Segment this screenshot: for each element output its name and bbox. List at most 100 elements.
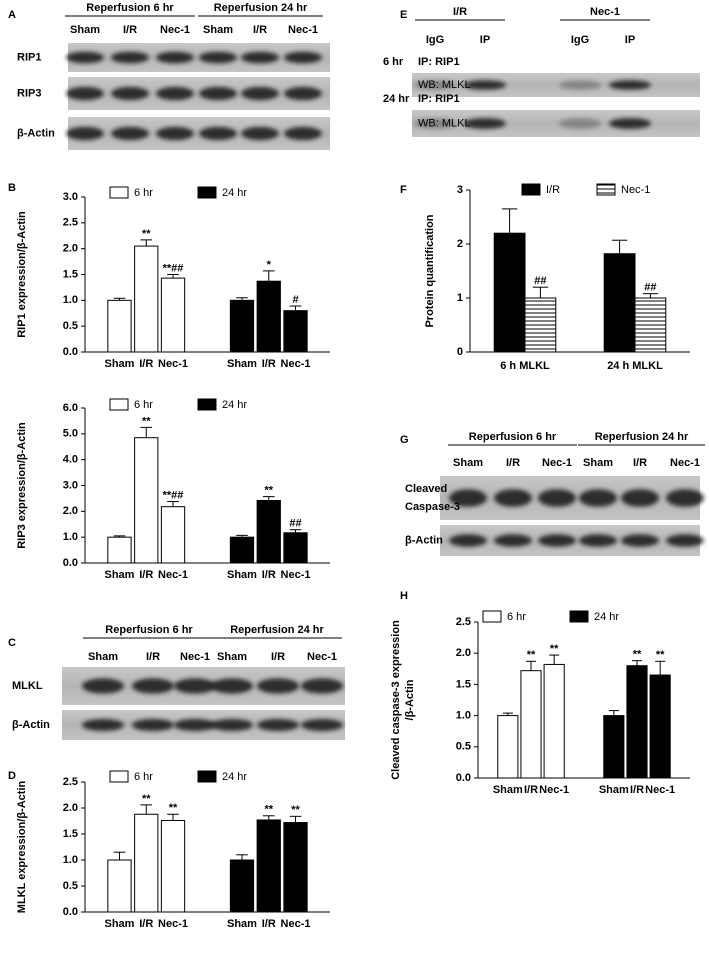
- bar: [229, 299, 255, 353]
- x-tick-label: Sham: [227, 358, 257, 370]
- blot-header: Reperfusion 24 hr: [595, 431, 689, 443]
- blot-band: [449, 534, 487, 547]
- blot-band: [241, 86, 279, 101]
- y-axis-label: /β-Actin: [404, 679, 416, 720]
- lane-label: Sham: [88, 651, 118, 663]
- x-tick-label: 6 h MLKL: [500, 360, 550, 372]
- significance-mark: **: [656, 649, 665, 661]
- blot-band: [66, 126, 104, 141]
- blot-band: [579, 489, 617, 507]
- bar: [107, 299, 132, 353]
- significance-mark: ##: [644, 282, 656, 294]
- lane-label: I/R: [633, 457, 647, 469]
- blot-band: [66, 86, 104, 101]
- row-label: MLKL: [12, 680, 43, 692]
- x-tick-label: I/R: [262, 358, 276, 370]
- bar: [134, 245, 159, 353]
- significance-mark: **##: [163, 489, 184, 501]
- x-tick-label: Sham: [227, 569, 257, 581]
- blot-band: [284, 86, 322, 101]
- bar: [634, 297, 667, 353]
- x-tick-label: Sham: [104, 358, 134, 370]
- panel-letter: D: [8, 770, 16, 782]
- y-axis-label: RIP1 expression/β-Actin: [16, 211, 28, 338]
- blot-band: [666, 534, 704, 547]
- blot-band: [156, 51, 194, 64]
- significance-mark: **: [633, 649, 642, 661]
- legend-label: 6 hr: [134, 187, 153, 199]
- bar: [283, 310, 308, 353]
- blot-band: [82, 719, 124, 731]
- lane-label: Nec-1: [288, 24, 318, 36]
- y-tick-label: 0.5: [63, 880, 78, 892]
- bar: [229, 859, 255, 913]
- bar: [134, 437, 159, 564]
- blot-band: [241, 126, 279, 141]
- blot-band: [301, 719, 343, 731]
- blot-band: [132, 719, 174, 731]
- y-axis-label: RIP3 expression/β-Actin: [16, 422, 28, 549]
- y-tick-label: 2.5: [63, 776, 78, 788]
- x-tick-label: I/R: [262, 569, 276, 581]
- x-tick-label: I/R: [139, 569, 153, 581]
- bar: [160, 277, 186, 353]
- blot-band: [609, 80, 651, 90]
- blot-band: [211, 719, 253, 731]
- y-tick-label: 1: [457, 292, 463, 304]
- row-wb: WB: MLKL: [418, 117, 471, 129]
- lane-label: I/R: [253, 24, 267, 36]
- lane-label: Nec-1: [180, 651, 210, 663]
- bar: [497, 715, 519, 779]
- significance-mark: **: [142, 415, 151, 427]
- blot-membrane: [412, 73, 700, 97]
- y-tick-label: 2: [457, 238, 463, 250]
- lane-label: I/R: [271, 651, 285, 663]
- panel-letter: B: [8, 182, 16, 194]
- bar: [107, 536, 132, 564]
- legend-swatch: [521, 183, 541, 196]
- y-tick-label: 2.0: [63, 802, 78, 814]
- significance-mark: *: [267, 259, 272, 271]
- lane-label: Sham: [583, 457, 613, 469]
- blot-band: [66, 51, 104, 64]
- significance-mark: **: [527, 649, 536, 661]
- legend-label: 6 hr: [134, 399, 153, 411]
- lane-label: Sham: [203, 24, 233, 36]
- bar: [520, 670, 542, 779]
- significance-mark: **: [550, 643, 559, 655]
- lane-label: IP: [625, 34, 635, 46]
- row-time: 24 hr: [383, 93, 410, 105]
- y-tick-label: 0.0: [63, 346, 78, 358]
- x-tick-label: Nec-1: [281, 569, 311, 581]
- row-label: β-Actin: [17, 127, 55, 139]
- blot-header: I/R: [453, 6, 467, 18]
- legend-label: 24 hr: [222, 771, 247, 783]
- blot-header: Reperfusion 24 hr: [214, 2, 308, 14]
- x-tick-label: Sham: [104, 569, 134, 581]
- significance-mark: **: [169, 802, 178, 814]
- x-tick-label: Sham: [227, 918, 257, 930]
- lane-label: IP: [480, 34, 490, 46]
- significance-mark: **: [142, 228, 151, 240]
- blot-band: [156, 126, 194, 141]
- blot-band: [199, 126, 237, 141]
- x-tick-label: Sham: [104, 918, 134, 930]
- legend-swatch: [197, 770, 217, 783]
- lane-label: I/R: [506, 457, 520, 469]
- blot-band: [559, 80, 601, 90]
- blot-header: Reperfusion 24 hr: [230, 624, 324, 636]
- y-tick-label: 2.0: [63, 505, 78, 517]
- x-tick-label: Nec-1: [645, 784, 675, 796]
- significance-mark: **: [264, 804, 273, 816]
- lane-label: Nec-1: [670, 457, 700, 469]
- x-tick-label: Nec-1: [281, 918, 311, 930]
- blot-band: [414, 80, 456, 90]
- panel-letter: A: [8, 9, 16, 21]
- bar: [543, 663, 565, 779]
- x-tick-label: I/R: [139, 358, 153, 370]
- blot-band: [464, 118, 506, 129]
- y-axis-label: Cleaved caspase-3 expression: [390, 620, 402, 780]
- row-label: Cleaved: [405, 483, 447, 495]
- significance-mark: **: [142, 793, 151, 805]
- blot-header: Reperfusion 6 hr: [469, 431, 557, 443]
